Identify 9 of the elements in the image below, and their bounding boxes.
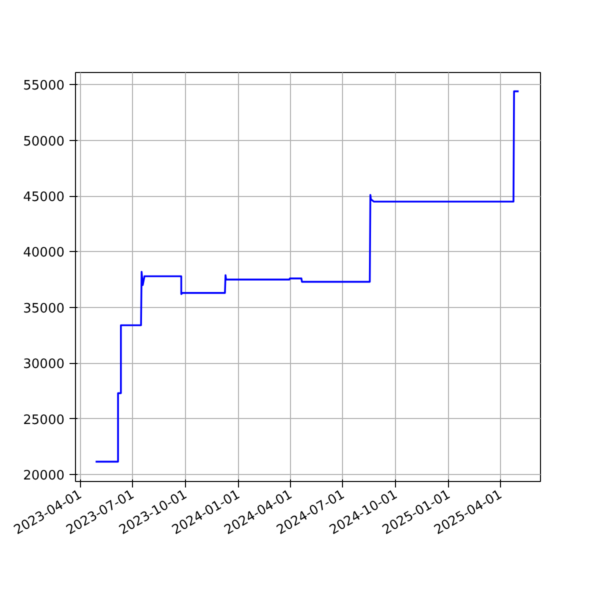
y-tick-label: 35000 <box>23 301 65 316</box>
y-tick-label: 20000 <box>23 468 65 484</box>
y-tick-label: 50000 <box>23 134 65 150</box>
y-tick-label: 25000 <box>23 412 65 428</box>
y-tick-label: 55000 <box>23 78 65 94</box>
y-tick-label: 30000 <box>23 357 65 372</box>
y-tick-label: 45000 <box>23 190 65 206</box>
line-series <box>94 90 520 463</box>
y-tick-label: 40000 <box>23 246 65 261</box>
